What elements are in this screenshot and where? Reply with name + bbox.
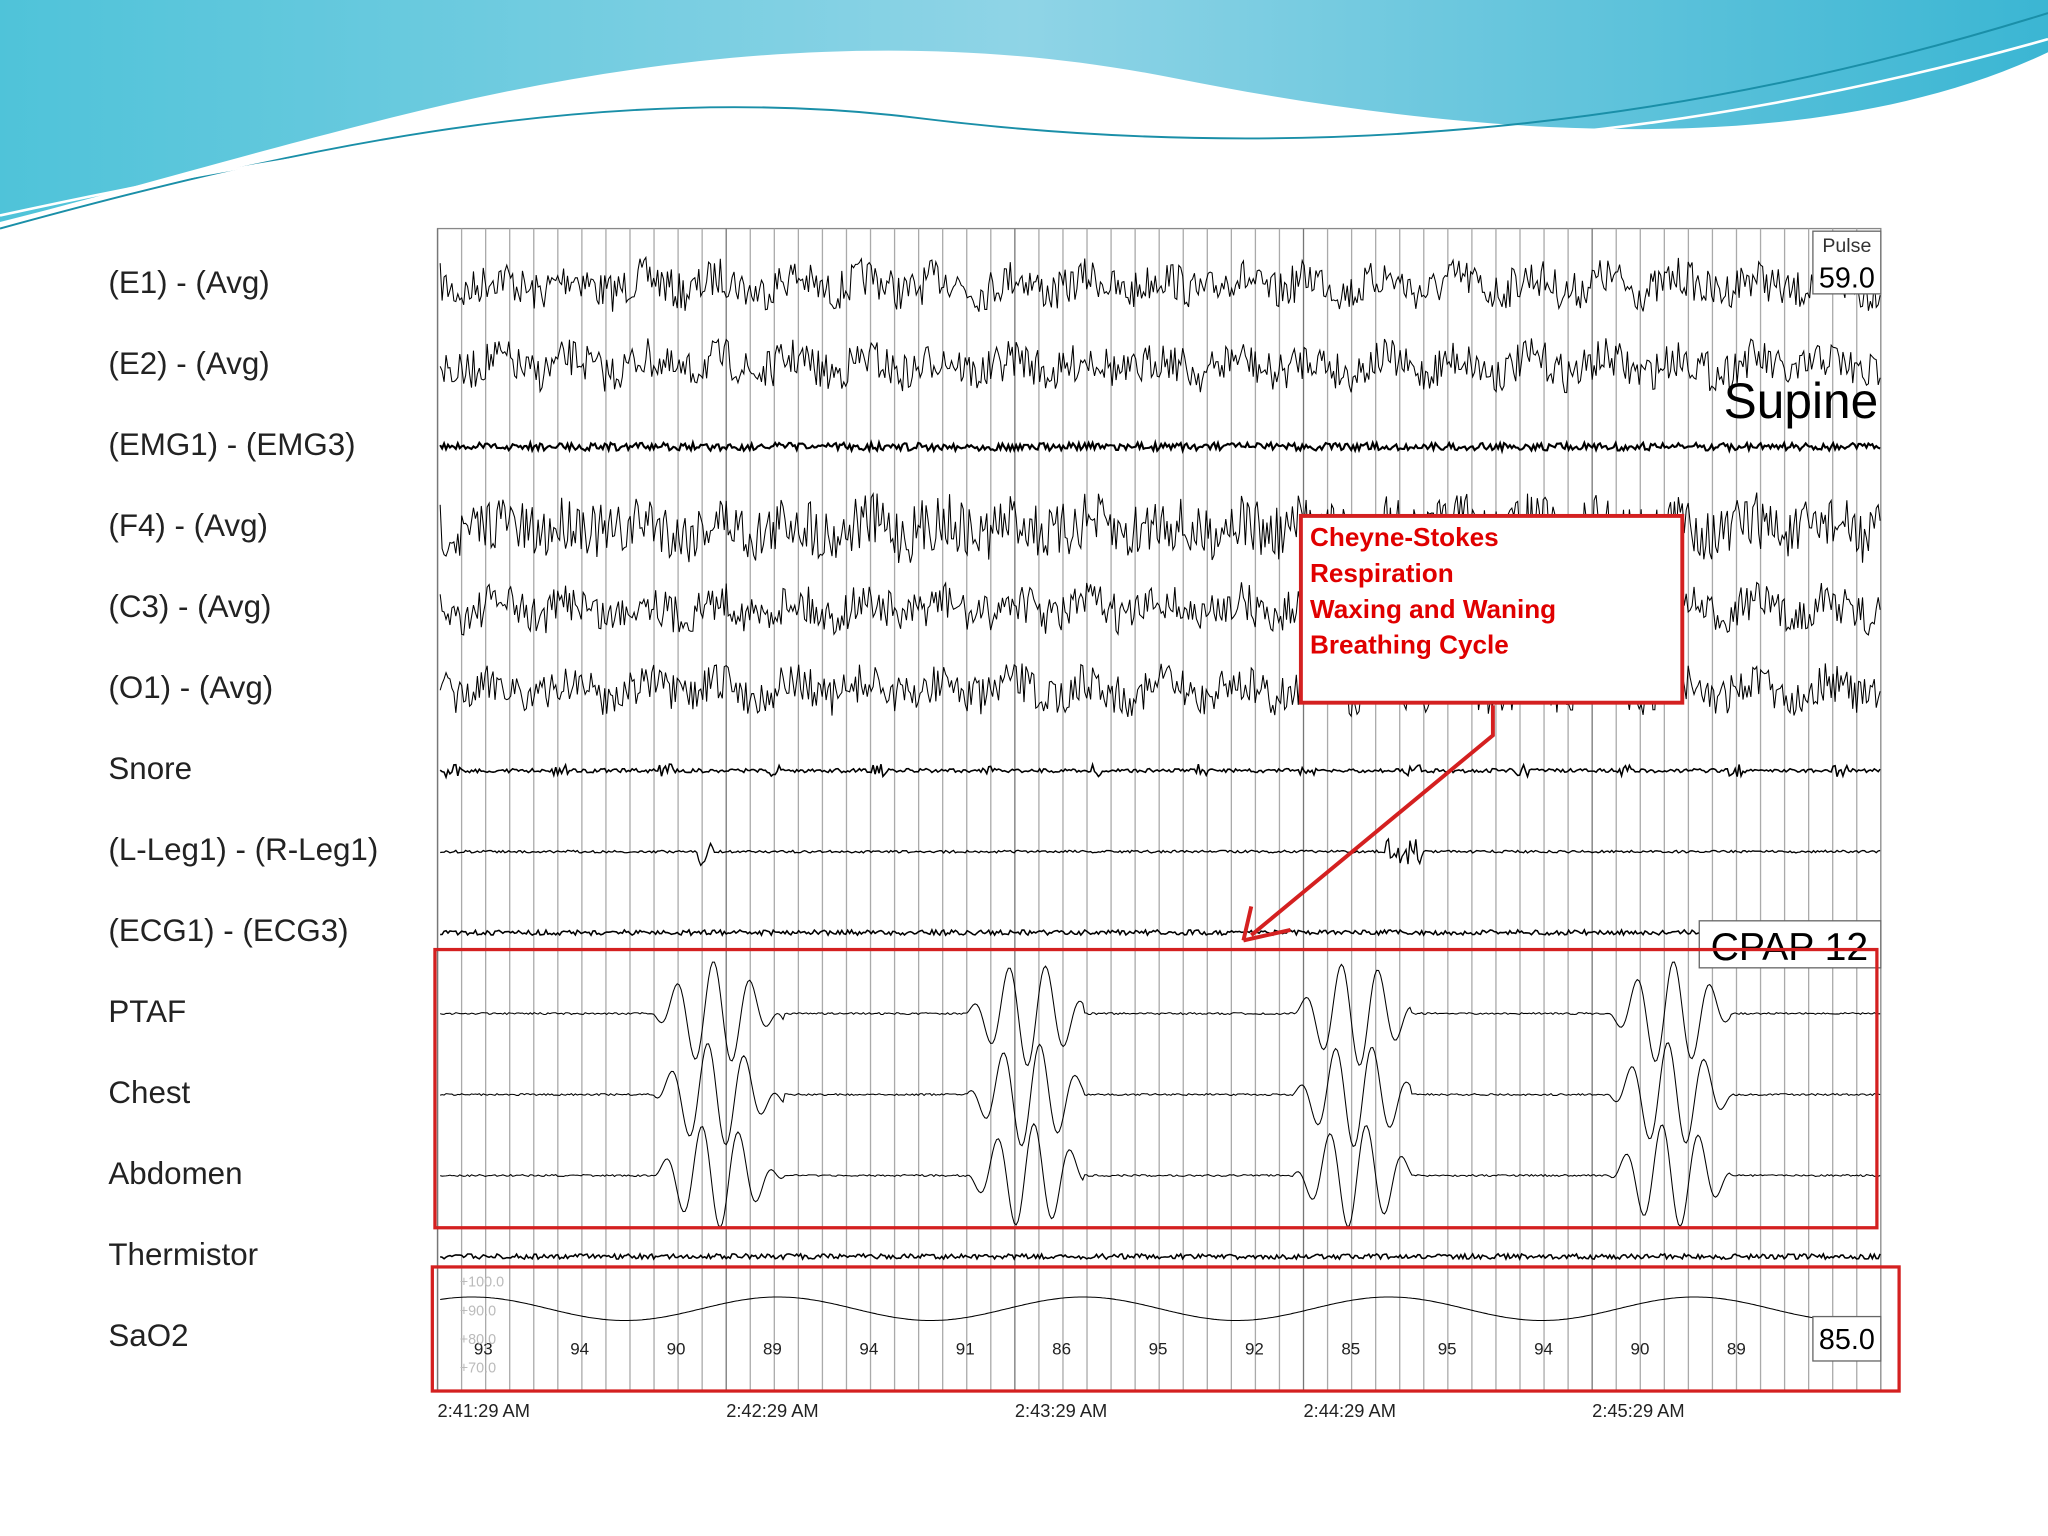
trace: [440, 1296, 1881, 1322]
channel-label: (C3) - (Avg): [108, 589, 271, 624]
sao2-reading: 89: [763, 1339, 782, 1358]
sao2-scale: +100.0: [460, 1275, 504, 1291]
annotation-line: Cheyne-Stokes: [1310, 522, 1499, 552]
annotation: Cheyne-Stokes Respiration Waxing and Wanin…: [1310, 522, 1556, 660]
trace: [439, 255, 1881, 312]
header-line: [0, 37, 2048, 217]
channel-label: (ECG1) - (ECG3): [108, 913, 348, 948]
header-wave: [0, 0, 2048, 223]
sao2-reading: 85: [1341, 1339, 1360, 1358]
highlight-box: [430, 1265, 1901, 1393]
trace: [440, 1042, 1881, 1148]
sao2-reading: 94: [1534, 1339, 1553, 1358]
trace: [439, 438, 1881, 455]
annotation-line: Waxing and Waning: [1310, 594, 1556, 624]
channel-label: Snore: [108, 751, 192, 786]
annotation-line: Breathing Cycle: [1310, 630, 1509, 660]
time-label: 2:42:29 AM: [726, 1400, 818, 1421]
time-label: 2:43:29 AM: [1015, 1400, 1107, 1421]
trace: [440, 837, 1881, 867]
annotation-line: Respiration: [1310, 558, 1454, 588]
labels: (E1) - (Avg) (E2) - (Avg) (EMG1) - (EMG3) (…: [108, 265, 1842, 1421]
channel-label: (L-Leg1) - (R-Leg1): [108, 832, 378, 867]
channel-label: (F4) - (Avg): [108, 508, 268, 543]
sao2-reading: 90: [667, 1339, 686, 1358]
channel-label: (E1) - (Avg): [108, 265, 269, 300]
arrow: [1250, 705, 1495, 937]
channel-label: (O1) - (Avg): [108, 670, 273, 705]
device-box: [1698, 920, 1882, 969]
channel-label: Abdomen: [108, 1156, 242, 1191]
time-label: 2:45:29 AM: [1592, 1400, 1684, 1421]
sao2-reading: 93: [474, 1339, 493, 1358]
device: CPAP 12: [1711, 926, 1869, 969]
channel-label: PTAF: [108, 994, 186, 1029]
channel-label: Thermistor: [108, 1237, 258, 1272]
sao2-reading: 90: [1631, 1339, 1650, 1358]
recording-panel: [84, 208, 1907, 1424]
trace: [439, 663, 1881, 718]
pulse-value: 59.0: [1819, 262, 1875, 294]
annotation-box: [1298, 513, 1685, 705]
sao2-scale: +80.0: [460, 1332, 496, 1348]
trace: [440, 961, 1881, 1067]
time-label: 2:41:29 AM: [438, 1400, 530, 1421]
sao2-scale: +90.0: [460, 1303, 496, 1319]
sao2-box: [1812, 1315, 1882, 1362]
sao2-reading: 91: [956, 1339, 975, 1358]
trace: [440, 928, 1881, 938]
trace: [439, 761, 1881, 780]
sao2-reading: 94: [570, 1339, 589, 1358]
trace: [439, 1252, 1881, 1262]
channel-label: SaO2: [108, 1318, 188, 1353]
sao2-reading: 86: [1052, 1339, 1071, 1358]
sao2-reading: 94: [859, 1339, 878, 1358]
traces: [439, 255, 1881, 1322]
pulse-label: Pulse: [1822, 235, 1871, 257]
trace: [439, 338, 1881, 394]
trace: [440, 1122, 1881, 1229]
sao2-reading: 95: [1149, 1339, 1168, 1358]
sao2-reading: 92: [1245, 1339, 1264, 1358]
header-line: [0, 12, 2048, 230]
channel-label: (E2) - (Avg): [108, 346, 269, 381]
sao2-scale: +70.0: [460, 1361, 496, 1377]
channel-label: (EMG1) - (EMG3): [108, 427, 355, 462]
position: Supine: [1724, 373, 1879, 429]
grid: [436, 228, 1858, 1392]
arrow-head: [1241, 906, 1291, 943]
sao2-value: 85.0: [1819, 1324, 1875, 1356]
sao2-reading: 95: [1438, 1339, 1457, 1358]
highlight-box: [433, 947, 1879, 1230]
time-label: 2:44:29 AM: [1304, 1400, 1396, 1421]
channel-label: Chest: [108, 1075, 190, 1110]
sao2-reading: 89: [1727, 1339, 1746, 1358]
pulse-box: [1812, 230, 1882, 295]
